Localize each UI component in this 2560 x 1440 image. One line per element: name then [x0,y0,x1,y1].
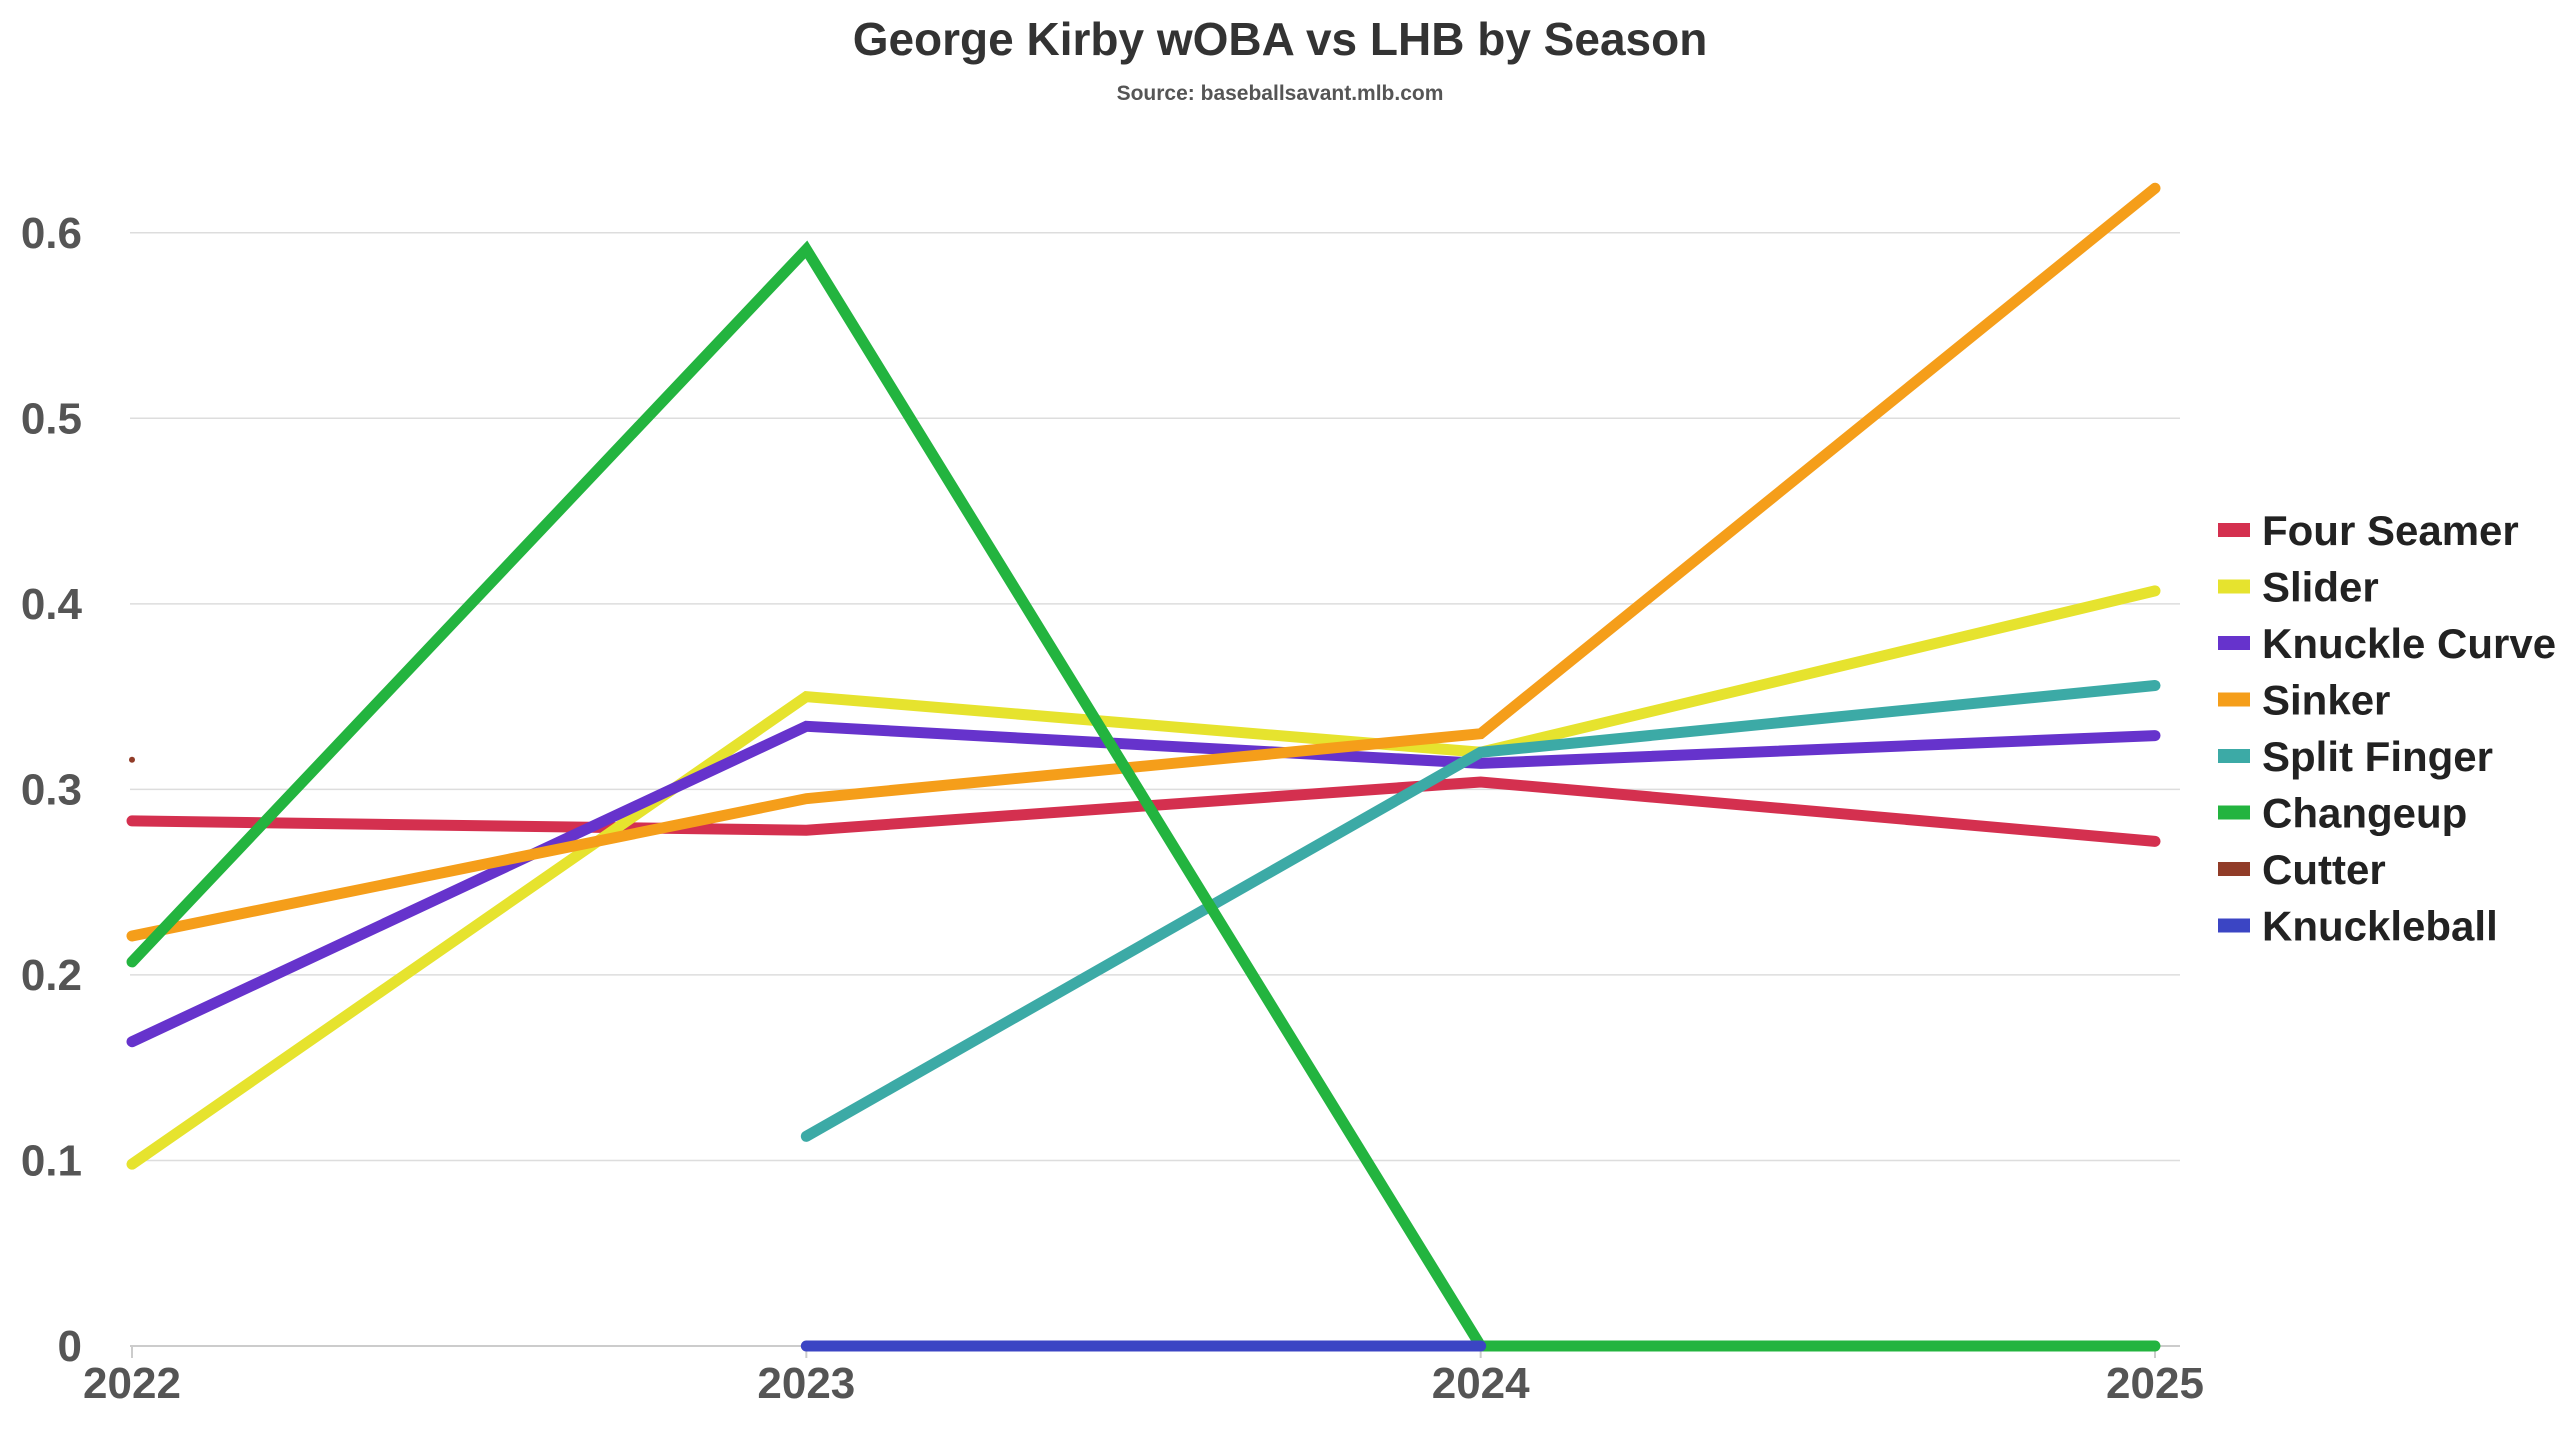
y-tick-label: 0.4 [21,580,83,629]
legend-label-sinker: Sinker [2262,677,2390,724]
legend-label-split-finger: Split Finger [2262,733,2493,780]
legend-swatch-slider [2218,579,2250,594]
chart-title: George Kirby wOBA vs LHB by Season [852,13,1708,65]
series-line-changeup [126,240,2161,1352]
legend-swatch-four-seamer [2218,523,2250,537]
legend-label-slider: Slider [2262,564,2379,611]
legend-swatch-knuckleball [2218,918,2250,933]
x-tick-label: 2024 [1432,1359,1530,1408]
axes: 0 0.1 0.2 0.3 0.4 0.5 0.6 2022 2023 2024 2025 [21,209,2204,1408]
series-line-split-finger [800,679,2161,1142]
legend-label-changeup: Changeup [2262,790,2467,837]
series-lines [126,182,2161,1352]
y-tick-label: 0.1 [21,1136,82,1185]
legend-label-four-seamer: Four Seamer [2262,507,2519,554]
chart-subtitle: Source: baseballsavant.mlb.com [1116,82,1444,105]
y-tick-label: 0.3 [21,765,82,814]
y-tick-label: 0 [58,1322,82,1371]
gridlines [130,232,2180,1162]
legend-swatch-knuckle-curve [2218,636,2250,650]
series-line-slider [126,585,2161,1170]
legend-label-knuckleball: Knuckleball [2262,903,2498,950]
x-tick-label: 2025 [2106,1359,2204,1408]
series-line-knuckle-curve [126,720,2161,1048]
series-point-cutter [129,756,135,763]
legend-swatch-split-finger [2218,749,2250,763]
legend-swatch-cutter [2218,862,2250,876]
x-tick-label: 2023 [757,1359,855,1408]
y-tick-label: 0.6 [21,209,82,258]
legend-swatch-sinker [2218,692,2250,707]
legend-swatch-changeup [2218,805,2250,820]
x-tick-label: 2022 [83,1359,181,1408]
y-tick-label: 0.5 [21,394,82,443]
y-tick-label: 0.2 [21,951,82,1000]
series-line-sinker [126,182,2161,942]
legend-label-knuckle-curve: Knuckle Curve [2262,620,2556,667]
legend: Four Seamer Slider Knuckle Curve Sinker Spli… [2218,507,2556,950]
legend-label-cutter: Cutter [2262,846,2386,893]
